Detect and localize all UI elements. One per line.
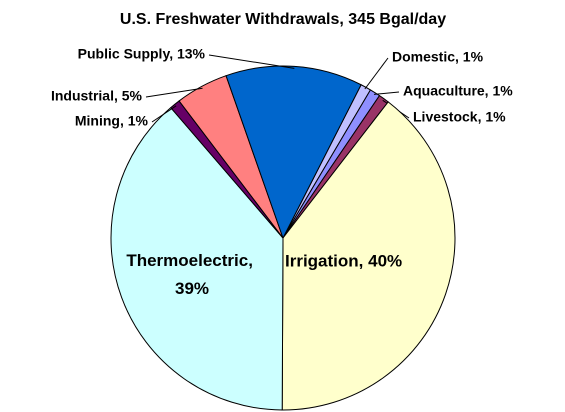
leader-line (208, 54, 295, 69)
leader-line (373, 91, 400, 95)
slice-label: Mining, 1% (75, 113, 149, 129)
slice-label: Thermoelectric, 39% (126, 251, 257, 298)
slice-label: Domestic, 1% (392, 49, 484, 65)
slice-label: Irrigation, 40% (285, 251, 402, 270)
leader-line (364, 57, 389, 90)
slice-label: Aquaculture, 1% (403, 83, 513, 99)
slice-label: Public Supply, 13% (78, 46, 206, 62)
pie-slice (281, 101, 456, 411)
leader-line (151, 105, 177, 123)
pie-slice (225, 65, 362, 240)
pie-slice (110, 106, 284, 411)
slice-label: Industrial, 5% (51, 88, 143, 104)
slice-label: Livestock, 1% (413, 109, 506, 125)
chart-title: U.S. Freshwater Withdrawals, 345 Bgal/da… (120, 11, 446, 28)
leader-line (145, 87, 203, 98)
